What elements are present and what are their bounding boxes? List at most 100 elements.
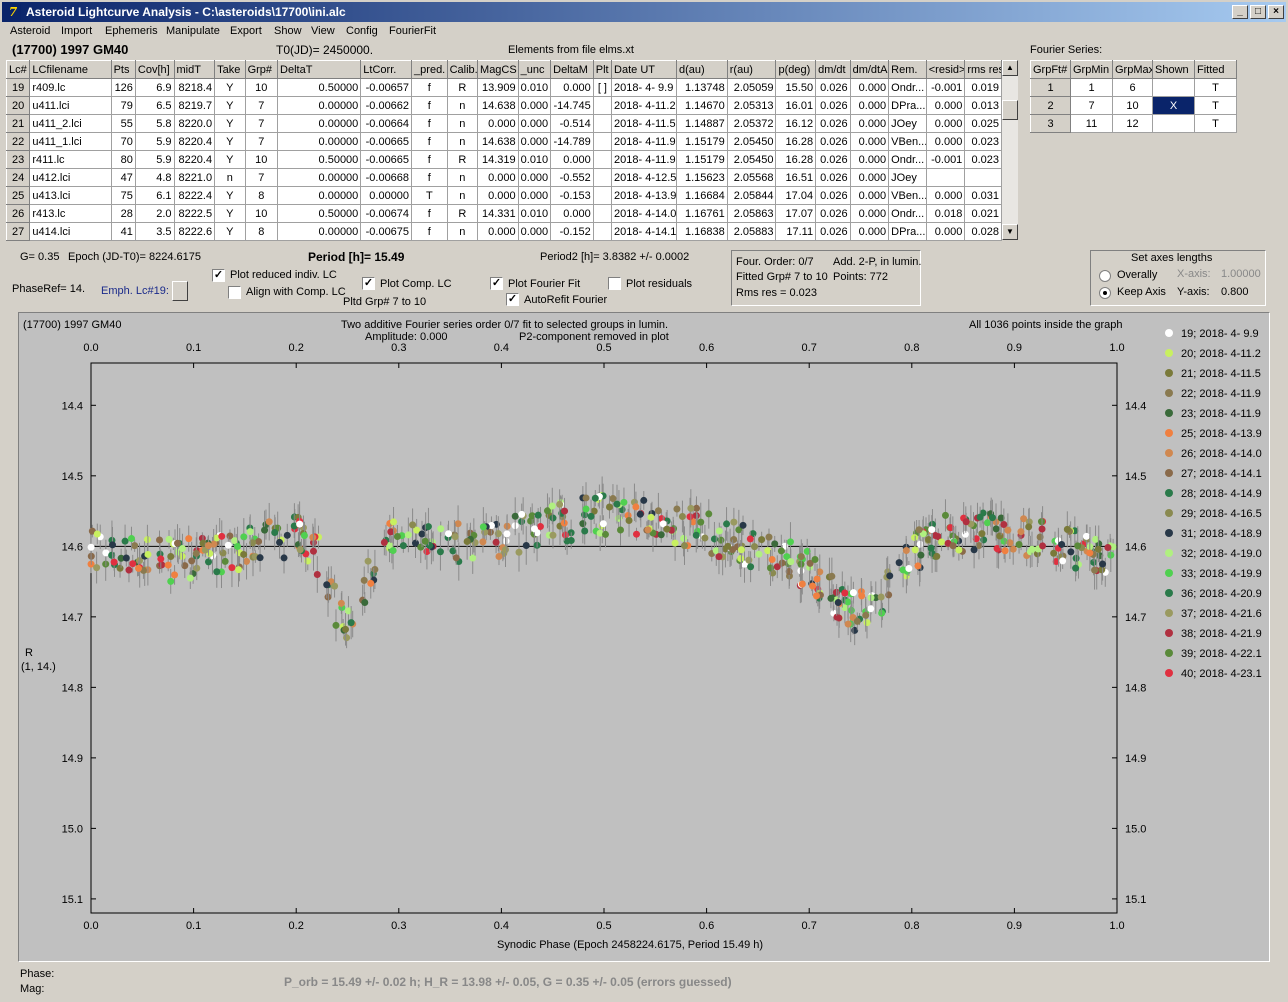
data-point [528,512,536,520]
data-point [680,542,688,550]
table-scrollbar[interactable]: ▲ ▼ [1002,60,1018,240]
table-row[interactable]: 21 u411_2.lci 55 5.8 8220.0 Y 7 0.00000 -0.00664… [5,114,1002,133]
column-header[interactable]: Grp# [244,60,279,79]
menu-view[interactable]: View [311,25,335,37]
plot-residuals-checkbox[interactable] [608,277,621,290]
column-header[interactable]: Pts [110,60,136,79]
menu-fourierfit[interactable]: FourierFit [389,25,437,37]
table-cell: 1.15623 [676,168,728,187]
menu-config[interactable]: Config [346,25,378,37]
row-header[interactable]: 19 [5,78,31,97]
keep-axis-radio[interactable] [1099,287,1111,299]
table-row[interactable]: 27 u414.lci 41 3.5 8222.6 Y 8 0.00000 -0.00675 f n… [5,222,1002,241]
maximize-button[interactable]: □ [1250,5,1266,19]
period2-value: Period2 [h]= 3.8382 +/- 0.0002 [540,251,690,263]
y-axis-value[interactable]: 0.800 [1221,286,1249,298]
column-header[interactable]: Plt [592,60,613,79]
plot-comp-checkbox[interactable]: ✓ [362,277,375,290]
plot-reduced-checkbox[interactable]: ✓ [212,269,225,282]
column-header[interactable]: _pred. [411,60,448,79]
autorefit-checkbox[interactable]: ✓ [506,293,519,306]
table-cell: 0.000 [477,168,519,187]
table-cell: 0.000 [849,78,890,97]
x-axis-value[interactable]: 1.00000 [1221,268,1261,280]
column-header[interactable]: d(au) [676,60,728,79]
table-cell: Y [214,132,246,151]
column-header[interactable]: Calib. [446,60,479,79]
overally-radio[interactable] [1099,270,1111,282]
fourier-row[interactable]: 3 11 12 T [1030,114,1237,133]
menu-import[interactable]: Import [61,25,93,37]
x-axis-title: Synodic Phase (Epoch 2458224.6175, Perio… [497,939,764,951]
data-point [205,542,213,550]
close-button[interactable]: × [1268,5,1284,19]
column-header[interactable]: DeltaM [550,60,594,79]
row-header[interactable]: 21 [5,114,31,133]
data-point [261,526,269,534]
column-header[interactable]: midT [173,60,216,79]
row-header[interactable]: 22 [5,132,31,151]
emph-lc-spinner[interactable] [172,281,188,301]
row-header[interactable]: 25 [5,186,31,205]
lightcurve-chart[interactable]: 0.0 0.0 0.1 0.1 0.2 0.2 0.3 0.3 0.4 0.4 0.5 0.5 0.6 0… [19,313,1269,961]
menu-asteroid[interactable]: Asteroid [10,25,51,37]
column-header[interactable]: rms res [964,60,1002,79]
column-header[interactable]: MagCS [477,60,519,79]
row-header[interactable]: 26 [5,204,31,223]
column-header[interactable]: p(deg) [775,60,817,79]
table-cell: -0.152 [550,222,594,241]
table-row[interactable]: 20 u411.lci 79 6.5 8219.7 Y 7 0.00000 -0.00662 f n… [5,96,1002,115]
minimize-button[interactable]: _ [1232,5,1248,19]
row-header[interactable]: 23 [5,150,31,169]
column-header[interactable]: dm/dtA [849,60,890,79]
lightcurve-table[interactable]: Lc# LCfilename Pts Cov[h] midT Take Grp# DeltaT… [5,60,1002,241]
menu-ephemeris[interactable]: Ephemeris [105,25,158,37]
data-point [827,594,835,602]
table-row[interactable]: 26 r413.lc 28 2.0 8222.5 Y 10 0.50000 -0.00674 f R… [5,204,1002,223]
column-header[interactable]: _unc [517,60,552,79]
row-header[interactable]: 27 [5,222,31,241]
table-row[interactable]: 24 u412.lci 47 4.8 8221.0 n 7 0.00000 -0.00668 f n… [5,168,1002,187]
shown-cell[interactable] [1152,114,1195,133]
table-cell: 75 [110,186,136,205]
column-header[interactable]: dm/dt [815,60,851,79]
table-row[interactable]: 22 u411_1.lci 70 5.9 8220.4 Y 7 0.00000 -0.00665… [5,132,1002,151]
column-header[interactable]: Rem. [888,60,927,79]
data-point [256,554,264,562]
column-header[interactable]: <resid> [925,60,966,79]
scroll-thumb[interactable] [1002,100,1018,120]
shown-cell[interactable] [1152,78,1195,97]
plot-panel[interactable]: 0.0 0.0 0.1 0.1 0.2 0.2 0.3 0.3 0.4 0.4 0.5 0.5 0.6 0… [18,312,1270,962]
column-header[interactable]: LCfilename [29,60,112,79]
shown-cell[interactable]: X [1152,96,1195,115]
mag-readout-label: Mag: [20,983,45,995]
plot-fourier-checkbox[interactable]: ✓ [490,277,503,290]
menu-show[interactable]: Show [274,25,302,37]
table-row[interactable]: 19 r409.lc 126 6.9 8218.4 Y 10 0.50000 -0.00657 f… [5,78,1002,97]
column-header[interactable]: DeltaT [277,60,362,79]
row-header[interactable]: 24 [5,168,31,187]
table-cell: 8219.7 [173,96,216,115]
column-header[interactable]: LtCorr. [360,60,413,79]
data-point [411,539,419,547]
fourier-table[interactable]: GrpFt# GrpMin GrpMax Shown Fitted 1 1 6 T 2 7 10 X T 3… [1030,60,1237,133]
row-header[interactable]: 20 [5,96,31,115]
table-row[interactable]: 23 r411.lc 80 5.9 8220.4 Y 10 0.50000 -0.00665 f R… [5,150,1002,169]
x-tick-label: 0.1 [186,920,201,932]
column-header[interactable]: Cov[h] [134,60,175,79]
column-header[interactable]: Lc# [5,60,31,79]
scroll-up-button[interactable]: ▲ [1002,60,1018,76]
fourier-row[interactable]: 2 7 10 X T [1030,96,1237,115]
column-header[interactable]: Take [214,60,246,79]
column-header[interactable]: Date UT [611,60,677,79]
menu-export[interactable]: Export [230,25,262,37]
data-point [404,531,412,539]
scroll-down-button[interactable]: ▼ [1002,224,1018,240]
menu-manipulate[interactable]: Manipulate [166,25,220,37]
align-comp-checkbox[interactable] [228,286,241,299]
data-point [590,507,598,515]
legend-label: 29; 2018- 4-16.5 [1181,508,1262,520]
column-header[interactable]: r(au) [726,60,777,79]
